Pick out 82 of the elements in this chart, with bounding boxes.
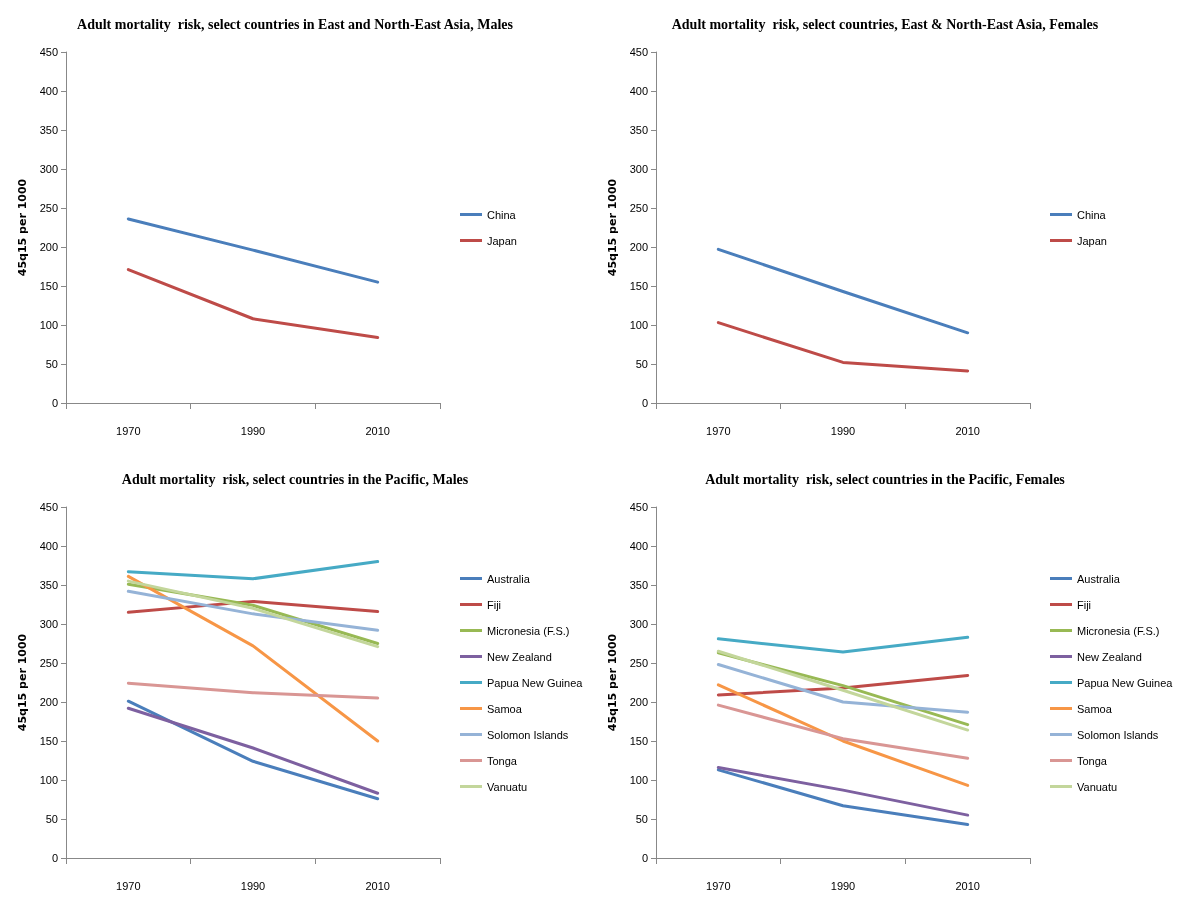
- y-tick-label: 150: [39, 735, 58, 747]
- y-tick-label: 50: [635, 358, 648, 370]
- legend-label: China: [1077, 208, 1107, 221]
- legend-label: Samoa: [487, 702, 523, 715]
- legend-label: Solomon Islands: [1077, 728, 1159, 741]
- y-tick-label: 150: [629, 735, 648, 747]
- y-tick-label: 0: [641, 852, 648, 864]
- y-tick-label: 450: [39, 501, 58, 513]
- x-tick-label: 1990: [830, 424, 856, 437]
- legend-label: Vanuatu: [487, 780, 528, 793]
- legend-label: Australia: [487, 572, 531, 585]
- y-tick-label: 150: [39, 280, 58, 292]
- legend-label: Samoa: [1077, 702, 1113, 715]
- y-axis-title: 45q15 per 1000: [606, 633, 619, 732]
- y-tick-label: 150: [629, 280, 648, 292]
- y-tick-label: 250: [39, 657, 58, 669]
- y-tick-label: 350: [39, 124, 58, 136]
- legend-label: New Zealand: [487, 650, 552, 663]
- y-tick-label: 350: [629, 579, 648, 591]
- legend-label: Japan: [487, 234, 517, 247]
- y-tick-label: 350: [39, 579, 58, 591]
- x-tick-label: 1970: [116, 424, 141, 437]
- x-tick-label: 1990: [240, 424, 266, 437]
- legend-label: Tonga: [487, 754, 518, 767]
- y-axis-title: 45q15 per 1000: [16, 178, 29, 277]
- x-tick-label: 2010: [955, 424, 980, 437]
- legend-label: Fiji: [1077, 598, 1092, 611]
- y-tick-label: 300: [629, 618, 648, 630]
- legend-label: Micronesia (F.S.): [1077, 624, 1160, 637]
- x-tick-label: 1970: [706, 424, 731, 437]
- y-tick-label: 300: [39, 163, 58, 175]
- y-tick-label: 200: [629, 241, 648, 253]
- legend-label: Micronesia (F.S.): [487, 624, 570, 637]
- y-tick-label: 100: [39, 774, 58, 786]
- chart-title: Adult mortality risk, select countries in East and North-East Asia, Males: [77, 16, 514, 32]
- y-tick-label: 100: [629, 319, 648, 331]
- x-tick-label: 1970: [706, 879, 731, 892]
- y-tick-label: 0: [51, 852, 58, 864]
- x-tick-label: 1970: [116, 879, 141, 892]
- y-tick-label: 300: [629, 163, 648, 175]
- y-tick-label: 450: [629, 46, 648, 58]
- y-tick-label: 0: [641, 397, 648, 409]
- chart-title: Adult mortality risk, select countries in the Pacific, Males: [121, 471, 469, 487]
- y-axis-title: 45q15 per 1000: [16, 633, 29, 732]
- y-tick-label: 250: [629, 657, 648, 669]
- legend-label: New Zealand: [1077, 650, 1142, 663]
- legend-label: Japan: [1077, 234, 1107, 247]
- y-tick-label: 400: [629, 540, 648, 552]
- y-tick-label: 300: [39, 618, 58, 630]
- legend-label: Fiji: [487, 598, 502, 611]
- y-tick-label: 350: [629, 124, 648, 136]
- y-tick-label: 100: [39, 319, 58, 331]
- legend-label: Tonga: [1077, 754, 1108, 767]
- x-tick-label: 2010: [365, 879, 390, 892]
- x-tick-label: 1990: [240, 879, 266, 892]
- x-tick-label: 2010: [365, 424, 390, 437]
- y-tick-label: 450: [629, 501, 648, 513]
- y-tick-label: 250: [39, 202, 58, 214]
- legend-label: Papua New Guinea: [487, 676, 584, 689]
- y-tick-label: 200: [39, 241, 58, 253]
- y-tick-label: 450: [39, 46, 58, 58]
- x-tick-label: 1990: [830, 879, 856, 892]
- y-tick-label: 50: [635, 813, 648, 825]
- y-tick-label: 400: [39, 540, 58, 552]
- chart-title: Adult mortality risk, select countries, East & North-East Asia, Females: [671, 16, 1099, 32]
- legend-label: China: [487, 208, 517, 221]
- y-tick-label: 0: [51, 397, 58, 409]
- legend-label: Papua New Guinea: [1077, 676, 1174, 689]
- x-tick-label: 2010: [955, 879, 980, 892]
- y-axis-title: 45q15 per 1000: [606, 178, 619, 277]
- y-tick-label: 100: [629, 774, 648, 786]
- y-tick-label: 250: [629, 202, 648, 214]
- legend-label: Vanuatu: [1077, 780, 1118, 793]
- legend-label: Australia: [1077, 572, 1121, 585]
- chart-title: Adult mortality risk, select countries in the Pacific, Females: [705, 471, 1066, 487]
- y-tick-label: 50: [45, 358, 58, 370]
- y-tick-label: 200: [629, 696, 648, 708]
- y-tick-label: 50: [45, 813, 58, 825]
- legend-label: Solomon Islands: [487, 728, 569, 741]
- y-tick-label: 200: [39, 696, 58, 708]
- y-tick-label: 400: [39, 85, 58, 97]
- y-tick-label: 400: [629, 85, 648, 97]
